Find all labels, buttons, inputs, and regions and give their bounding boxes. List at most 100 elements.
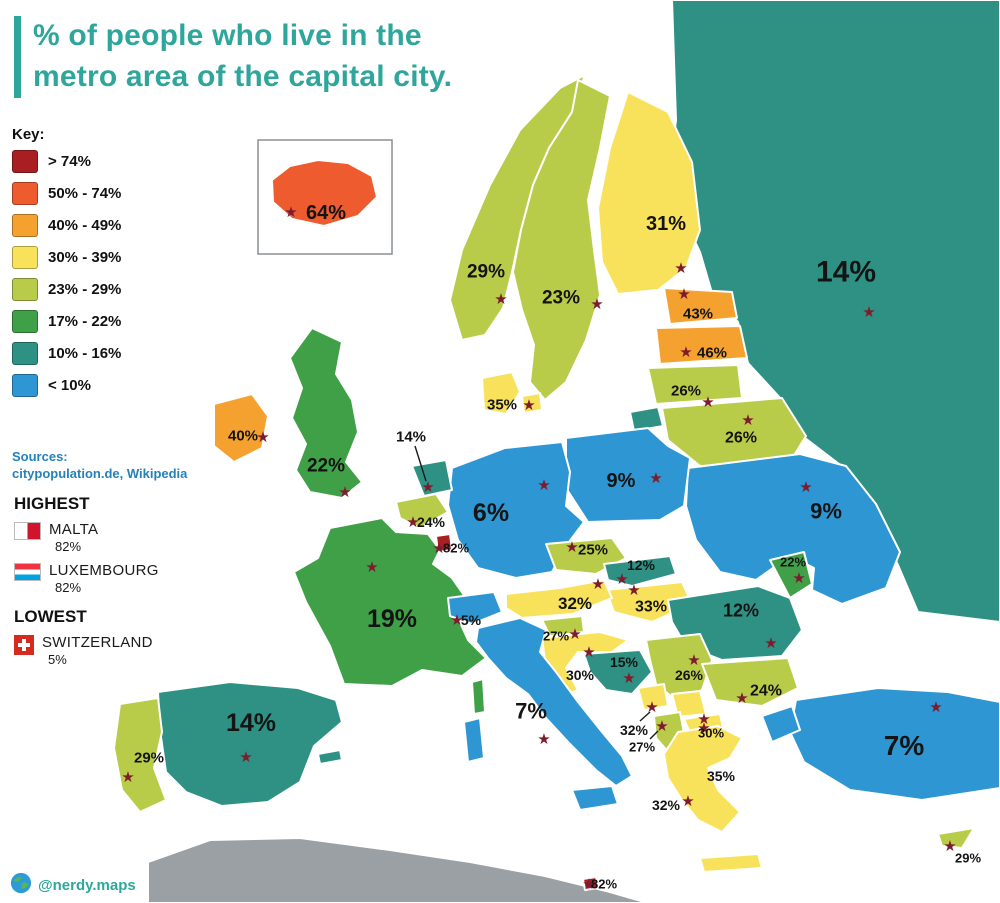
- capital-star-austria: ★: [591, 575, 604, 593]
- highlights-panel: HIGHEST MALTA 82% LUXEMBOURG 82% LOWEST …: [14, 494, 159, 675]
- map-label-portugal: 29%: [134, 749, 164, 766]
- highlight-country-name: LUXEMBOURG: [49, 562, 159, 579]
- country-spain-balearics: [317, 749, 343, 765]
- country-ukraine: [685, 453, 901, 605]
- switzerland-flag-icon: [14, 635, 34, 655]
- capital-star-ukraine: ★: [799, 478, 812, 496]
- capital-star-bosnia: ★: [622, 669, 635, 687]
- capital-star-iceland: ★: [284, 203, 297, 221]
- country-moldova: [769, 551, 813, 599]
- capital-star-cyprus: ★: [943, 837, 956, 855]
- key-rows: > 74% 50% - 74% 40% - 49% 30% - 39% 23% - 29…: [12, 150, 121, 397]
- country-greece: [663, 725, 743, 833]
- map-label-lithuania: 26%: [671, 382, 701, 399]
- capital-star-poland: ★: [649, 469, 662, 487]
- country-bulgaria: [701, 657, 799, 707]
- map-label-switzerland: 5%: [461, 612, 482, 628]
- capital-star-sweden: ★: [590, 295, 603, 313]
- map-label-turkey: 7%: [884, 730, 925, 761]
- key-item: 30% - 39%: [12, 246, 121, 269]
- map-label-sweden: 23%: [542, 288, 580, 309]
- globe-icon: [10, 872, 32, 899]
- capital-star-slovakia: ★: [615, 570, 628, 588]
- key-color-swatch: [12, 182, 38, 205]
- country-lithuania: [647, 364, 743, 405]
- highest-header: HIGHEST: [14, 494, 90, 513]
- title-line-2: metro area of the capital city.: [33, 59, 453, 93]
- malta-flag-icon: [14, 522, 41, 540]
- country-denmark-zealand: [521, 392, 543, 414]
- map-label-belarus: 26%: [725, 430, 757, 447]
- capital-star-portugal: ★: [121, 768, 134, 786]
- map-key: Key: > 74% 50% - 74% 40% - 49% 30% - 39% 23%…: [12, 126, 121, 406]
- key-item: 40% - 49%: [12, 214, 121, 237]
- capital-star-romania: ★: [764, 634, 777, 652]
- capital-star-russia: ★: [862, 303, 875, 321]
- capital-star-ireland: ★: [256, 428, 269, 446]
- map-label-italy: 7%: [515, 699, 547, 724]
- country-ireland: [213, 393, 269, 463]
- key-color-swatch: [12, 310, 38, 333]
- country-spain: [157, 681, 343, 807]
- country-france: [293, 517, 487, 687]
- map-label-estonia: 43%: [683, 305, 713, 322]
- capital-star-denmark: ★: [522, 396, 535, 414]
- key-range-label: 10% - 16%: [48, 345, 122, 362]
- leader-line-albania: [649, 730, 659, 740]
- value-labels: 64% 29% 23% 31% 14% 43% 46% 26% 26% 35% 40% 22% 14% 6…: [134, 202, 981, 892]
- capital-stars: ★★ ★★★★★★★★★★ ★ ★ ★★★ ★★★ ★★★★★★★★★ ★★★★★★★★★★★…: [121, 203, 956, 893]
- key-range-label: 50% - 74%: [48, 185, 122, 202]
- capital-star-croatia: ★: [582, 643, 595, 661]
- map-label-hungary: 33%: [635, 599, 667, 616]
- map-label-serbia: 26%: [675, 667, 704, 683]
- key-color-swatch: [12, 246, 38, 269]
- country-sweden: [512, 79, 611, 401]
- country-montenegro: [637, 683, 669, 711]
- key-title: Key:: [12, 126, 45, 143]
- map-label-ireland: 40%: [228, 427, 258, 444]
- country-iceland: [271, 159, 378, 227]
- key-color-swatch: [12, 150, 38, 173]
- country-malta: [582, 876, 599, 891]
- map-label-luxembourg: 82%: [443, 541, 469, 556]
- map-label-ukraine: 9%: [810, 499, 842, 524]
- capital-star-france: ★: [365, 558, 378, 576]
- sources-label: Sources:: [12, 449, 68, 464]
- country-bosnia: [583, 649, 653, 695]
- capital-star-turkey: ★: [929, 698, 942, 716]
- capital-star-kosovo: ★: [697, 710, 710, 728]
- map-label-romania: 12%: [723, 600, 759, 620]
- capital-star-north-macedonia: ★: [697, 719, 710, 737]
- capital-star-italy: ★: [537, 730, 550, 748]
- capital-star-malta: ★: [582, 875, 595, 893]
- map-label-albania: 27%: [629, 740, 655, 755]
- luxembourg-flag-icon: [14, 563, 41, 581]
- capital-star-netherlands: ★: [421, 478, 434, 496]
- highlight-luxembourg: LUXEMBOURG 82%: [14, 562, 159, 595]
- map-label-uk: 22%: [307, 456, 345, 477]
- country-austria: [505, 579, 613, 619]
- country-france-corsica: [471, 678, 486, 715]
- country-belgium: [395, 493, 449, 529]
- highlight-info: SWITZERLAND 5%: [42, 634, 153, 667]
- key-item: 23% - 29%: [12, 278, 121, 301]
- map-label-bulgaria: 24%: [750, 683, 782, 700]
- country-poland: [565, 427, 691, 523]
- country-russia-kaliningrad: [629, 406, 664, 432]
- map-label-finland: 31%: [646, 213, 686, 235]
- map-label-poland: 9%: [607, 470, 636, 492]
- capital-star-finland: ★: [674, 259, 687, 277]
- map-label-denmark: 35%: [487, 396, 517, 413]
- highlight-info: MALTA 82%: [49, 521, 98, 554]
- map-label-belgium: 24%: [417, 514, 446, 530]
- key-range-label: 23% - 29%: [48, 281, 122, 298]
- map-label-netherlands: 14%: [396, 428, 426, 445]
- map-label-iceland: 64%: [306, 202, 346, 224]
- country-cyprus: [937, 827, 975, 849]
- map-label-malta: 82%: [591, 877, 617, 892]
- highlight-malta: MALTA 82%: [14, 521, 159, 554]
- map-label-czechia: 25%: [578, 541, 608, 558]
- capital-star-switzerland: ★: [450, 611, 463, 629]
- page-title: % of people who live in the metro area o…: [33, 16, 452, 98]
